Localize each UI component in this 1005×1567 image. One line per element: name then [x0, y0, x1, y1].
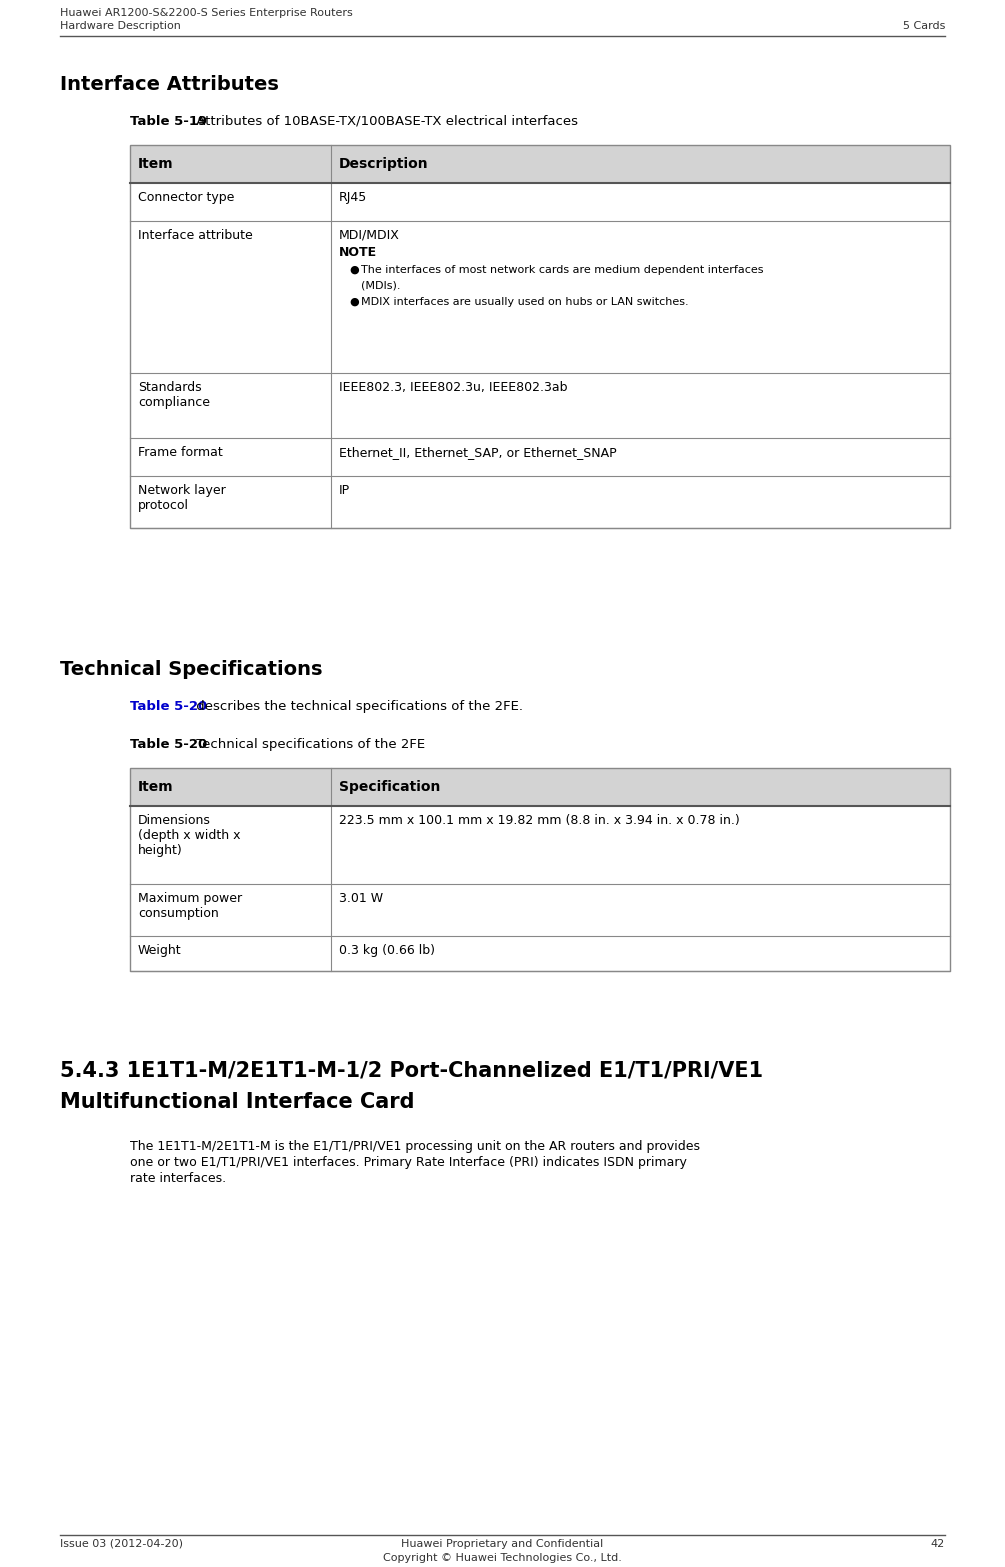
Text: Maximum power
consumption: Maximum power consumption — [138, 892, 242, 920]
Text: Network layer
protocol: Network layer protocol — [138, 484, 226, 512]
Text: Item: Item — [138, 780, 174, 794]
Bar — [130, 768, 950, 805]
Text: MDIX interfaces are usually used on hubs or LAN switches.: MDIX interfaces are usually used on hubs… — [361, 298, 688, 307]
Text: Hardware Description: Hardware Description — [60, 20, 181, 31]
Text: rate interfaces.: rate interfaces. — [130, 1172, 226, 1185]
Text: ●: ● — [349, 298, 359, 307]
Text: 5.4.3 1E1T1-M/2E1T1-M-1/2 Port-Channelized E1/T1/PRI/VE1: 5.4.3 1E1T1-M/2E1T1-M-1/2 Port-Channeliz… — [60, 1059, 763, 1080]
Text: describes the technical specifications of the 2FE.: describes the technical specifications o… — [192, 700, 523, 713]
Text: 3.01 W: 3.01 W — [339, 892, 383, 906]
Text: 0.3 kg (0.66 lb): 0.3 kg (0.66 lb) — [339, 943, 435, 957]
Text: Table 5-20: Table 5-20 — [130, 700, 207, 713]
Text: one or two E1/T1/PRI/VE1 interfaces. Primary Rate Interface (PRI) indicates ISDN: one or two E1/T1/PRI/VE1 interfaces. Pri… — [130, 1156, 686, 1169]
Text: Specification: Specification — [339, 780, 440, 794]
Text: 5 Cards: 5 Cards — [902, 20, 945, 31]
Text: IEEE802.3, IEEE802.3u, IEEE802.3ab: IEEE802.3, IEEE802.3u, IEEE802.3ab — [339, 381, 568, 393]
Text: Weight: Weight — [138, 943, 182, 957]
Text: Table 5-20: Table 5-20 — [130, 738, 207, 751]
Text: (MDIs).: (MDIs). — [361, 280, 400, 290]
Text: Dimensions
(depth x width x
height): Dimensions (depth x width x height) — [138, 813, 240, 857]
Text: Issue 03 (2012-04-20): Issue 03 (2012-04-20) — [60, 1539, 183, 1550]
Text: Huawei Proprietary and Confidential: Huawei Proprietary and Confidential — [401, 1539, 604, 1550]
Text: Description: Description — [339, 157, 428, 171]
Text: The 1E1T1-M/2E1T1-M is the E1/T1/PRI/VE1 processing unit on the AR routers and p: The 1E1T1-M/2E1T1-M is the E1/T1/PRI/VE1… — [130, 1141, 700, 1153]
Text: IP: IP — [339, 484, 350, 497]
Bar — [130, 146, 950, 528]
Bar — [130, 146, 950, 183]
Text: Standards
compliance: Standards compliance — [138, 381, 210, 409]
Bar — [130, 768, 950, 972]
Text: 42: 42 — [931, 1539, 945, 1550]
Text: MDI/MDIX: MDI/MDIX — [339, 229, 400, 241]
Text: Technical specifications of the 2FE: Technical specifications of the 2FE — [192, 738, 425, 751]
Text: Technical Specifications: Technical Specifications — [60, 660, 323, 679]
Text: Ethernet_II, Ethernet_SAP, or Ethernet_SNAP: Ethernet_II, Ethernet_SAP, or Ethernet_S… — [339, 447, 616, 459]
Text: Table 5-19: Table 5-19 — [130, 114, 207, 128]
Text: Connector type: Connector type — [138, 191, 234, 204]
Text: 223.5 mm x 100.1 mm x 19.82 mm (8.8 in. x 3.94 in. x 0.78 in.): 223.5 mm x 100.1 mm x 19.82 mm (8.8 in. … — [339, 813, 740, 827]
Text: ●: ● — [349, 265, 359, 274]
Text: Interface attribute: Interface attribute — [138, 229, 252, 241]
Text: NOTE: NOTE — [339, 246, 377, 259]
Text: Frame format: Frame format — [138, 447, 223, 459]
Text: RJ45: RJ45 — [339, 191, 367, 204]
Text: The interfaces of most network cards are medium dependent interfaces: The interfaces of most network cards are… — [361, 265, 764, 274]
Text: Multifunctional Interface Card: Multifunctional Interface Card — [60, 1092, 414, 1113]
Text: Copyright © Huawei Technologies Co., Ltd.: Copyright © Huawei Technologies Co., Ltd… — [383, 1553, 622, 1562]
Text: Interface Attributes: Interface Attributes — [60, 75, 278, 94]
Text: Huawei AR1200-S&2200-S Series Enterprise Routers: Huawei AR1200-S&2200-S Series Enterprise… — [60, 8, 353, 17]
Text: Attributes of 10BASE-TX/100BASE-TX electrical interfaces: Attributes of 10BASE-TX/100BASE-TX elect… — [192, 114, 578, 128]
Text: Item: Item — [138, 157, 174, 171]
